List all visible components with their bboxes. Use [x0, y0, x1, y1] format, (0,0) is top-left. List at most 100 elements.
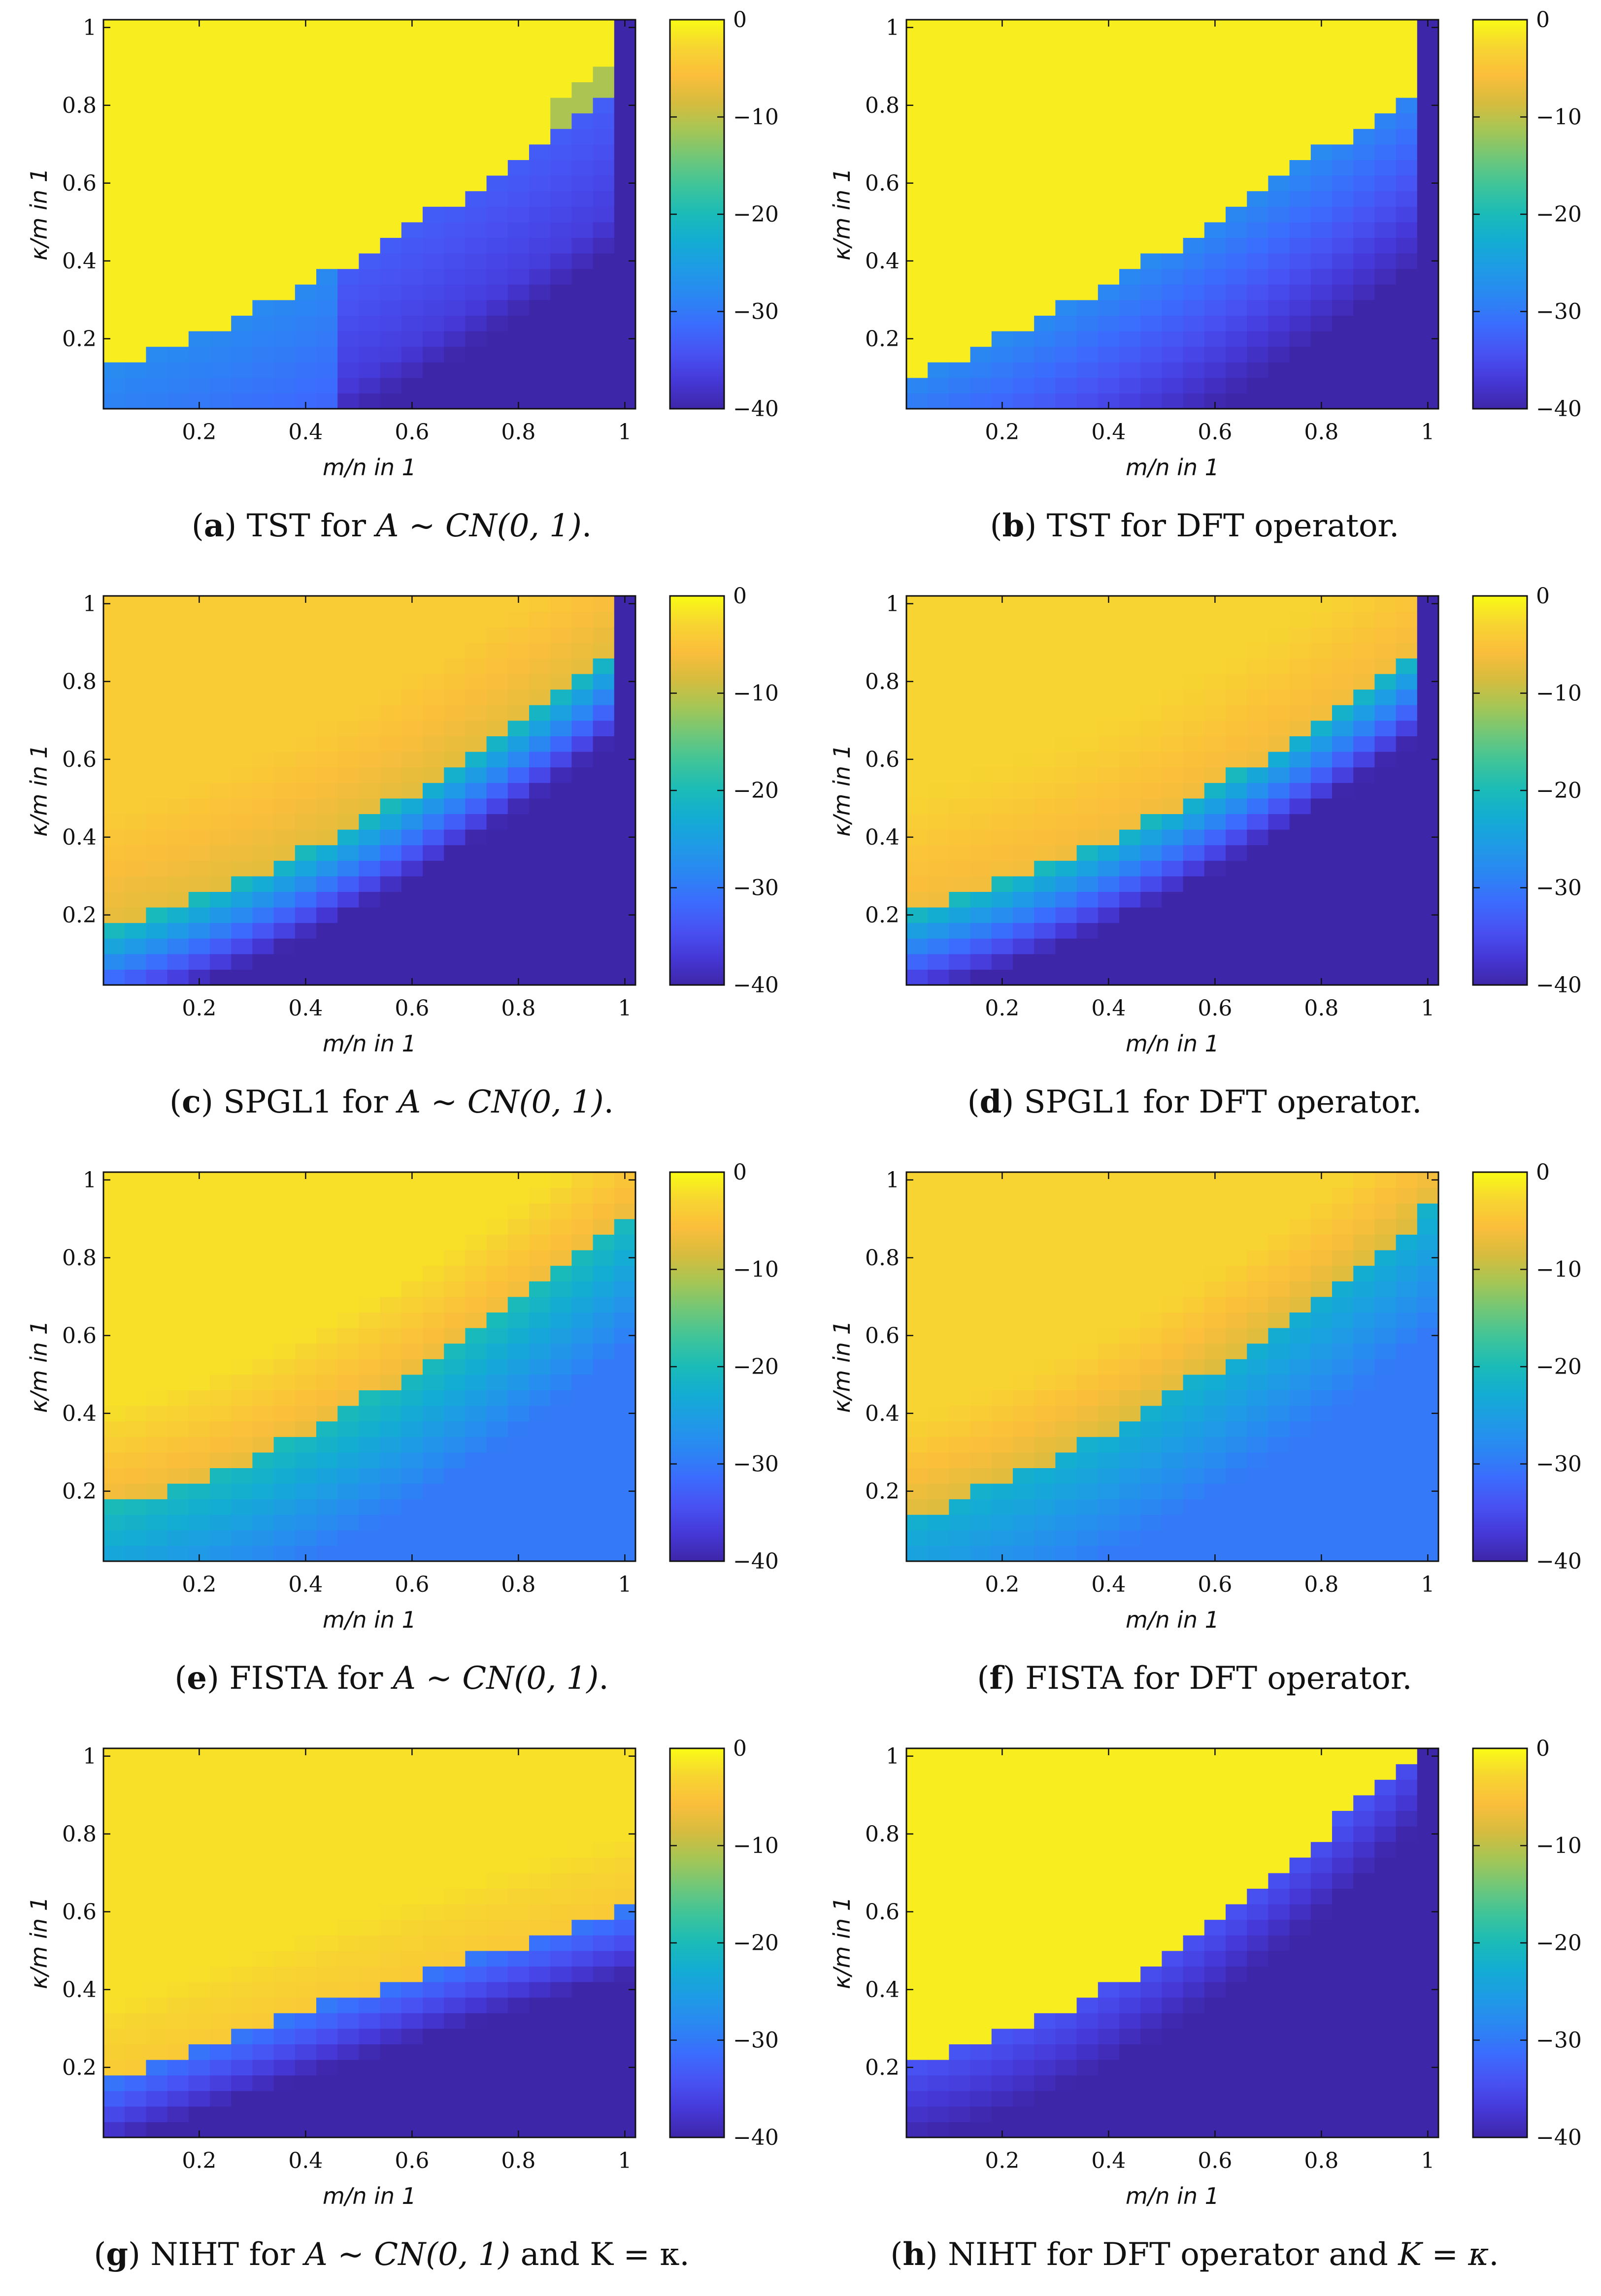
heatmap-cell: [1076, 2091, 1099, 2107]
heatmap-cell: [1226, 1514, 1247, 1531]
heatmap-cell: [1332, 1374, 1354, 1390]
heatmap-cell: [210, 2091, 232, 2107]
heatmap-cell: [1396, 891, 1418, 908]
heatmap-cell: [949, 1888, 971, 1904]
heatmap-cell: [529, 1234, 551, 1250]
heatmap-cell: [359, 191, 381, 207]
heatmap-cell: [970, 1343, 992, 1359]
heatmap-cell: [1183, 1218, 1205, 1235]
heatmap-cell: [1140, 1343, 1162, 1359]
heatmap-cell: [337, 237, 359, 254]
heatmap-cell: [1076, 1390, 1099, 1406]
heatmap-cell: [1013, 1406, 1034, 1422]
heatmap-cell: [1055, 596, 1077, 612]
heatmap-cell: [1034, 674, 1056, 690]
heatmap-cell: [1098, 611, 1120, 627]
heatmap-cell: [1310, 206, 1333, 223]
heatmap-cell: [465, 642, 487, 658]
heatmap-cell: [486, 720, 508, 736]
heatmap-cell: [1140, 798, 1162, 814]
heatmap-cell: [550, 969, 572, 985]
heatmap-cell: [593, 1935, 615, 1951]
heatmap-cell: [380, 253, 402, 269]
heatmap-cell: [273, 1545, 296, 1562]
heatmap-cell: [529, 1281, 551, 1297]
heatmap-cell: [146, 1779, 168, 1796]
heatmap-cell: [1076, 1499, 1099, 1515]
heatmap-cell: [210, 191, 232, 207]
heatmap-cell: [1034, 1406, 1056, 1422]
heatmap-cell: [401, 1250, 423, 1266]
heatmap-cell: [1268, 736, 1290, 752]
heatmap-cell: [529, 1437, 551, 1453]
heatmap-cell: [1289, 1468, 1311, 1484]
heatmap-cell: [380, 1919, 402, 1935]
heatmap-cell: [1268, 1406, 1290, 1422]
heatmap-cell: [1310, 860, 1333, 877]
heatmap-cell: [103, 1421, 125, 1437]
heatmap-cell: [1417, 642, 1439, 658]
heatmap-cell: [550, 938, 572, 954]
heatmap-cell: [210, 876, 232, 892]
heatmap-cell: [423, 658, 444, 674]
heatmap-cell: [231, 1483, 253, 1500]
heatmap-cell: [316, 1406, 338, 1422]
heatmap-cell: [906, 1841, 928, 1858]
heatmap-cell: [380, 35, 402, 51]
heatmap-cell: [550, 953, 572, 970]
heatmap-cell: [1055, 2091, 1077, 2107]
heatmap-cell: [970, 627, 992, 643]
heatmap-cell: [210, 1250, 232, 1266]
heatmap-cell: [1183, 1250, 1205, 1266]
heatmap-cell: [1353, 922, 1375, 939]
heatmap-cell: [529, 627, 551, 643]
heatmap-cell: [167, 1826, 189, 1842]
heatmap-cell: [146, 1966, 168, 1982]
heatmap-cell: [231, 2122, 253, 2138]
heatmap-cell: [1013, 1748, 1034, 1765]
heatmap-cell: [167, 1810, 189, 1827]
heatmap-cell: [1289, 35, 1311, 51]
heatmap-cell: [167, 860, 189, 877]
heatmap-cell: [1226, 876, 1247, 892]
heatmap-cell: [507, 1841, 530, 1858]
heatmap-cell: [167, 1172, 189, 1188]
heatmap-cell: [1162, 237, 1184, 254]
heatmap-cell: [486, 35, 508, 51]
heatmap-cell: [1310, 1218, 1333, 1235]
heatmap-cell: [1332, 98, 1354, 114]
heatmap-cell: [103, 642, 125, 658]
heatmap-cell: [614, 1437, 636, 1453]
heatmap-cell: [1204, 1296, 1226, 1312]
heatmap-cell: [507, 1437, 530, 1453]
heatmap-cell: [1140, 253, 1162, 269]
heatmap-cell: [1013, 1904, 1034, 1920]
heatmap-cell: [210, 346, 232, 362]
heatmap-cell: [1183, 1483, 1205, 1500]
heatmap-cell: [103, 705, 125, 721]
heatmap-cell: [401, 2091, 423, 2107]
heatmap-cell: [359, 1841, 381, 1858]
heatmap-cell: [316, 674, 338, 690]
heatmap-cell: [423, 1250, 444, 1266]
heatmap-cell: [1353, 938, 1375, 954]
heatmap-cell: [906, 82, 928, 98]
heatmap-cell: [337, 1203, 359, 1219]
heatmap-cell: [252, 1296, 274, 1312]
heatmap-cell: [337, 2091, 359, 2107]
heatmap-cell: [423, 752, 444, 768]
heatmap-cell: [103, 1187, 125, 1204]
heatmap-cell: [550, 2075, 572, 2091]
heatmap-cell: [614, 1872, 636, 1889]
heatmap-cell: [125, 1187, 146, 1204]
heatmap-cell: [486, 1966, 508, 1982]
heatmap-cell: [486, 1872, 508, 1889]
heatmap-cell: [486, 2013, 508, 2029]
heatmap-cell: [571, 829, 594, 846]
heatmap-cell: [146, 253, 168, 269]
heatmap-cell: [1162, 1312, 1184, 1328]
heatmap-cell: [550, 689, 572, 705]
heatmap-cell: [1034, 2106, 1056, 2122]
heatmap-cell: [1247, 66, 1268, 82]
heatmap-cell: [210, 1312, 232, 1328]
